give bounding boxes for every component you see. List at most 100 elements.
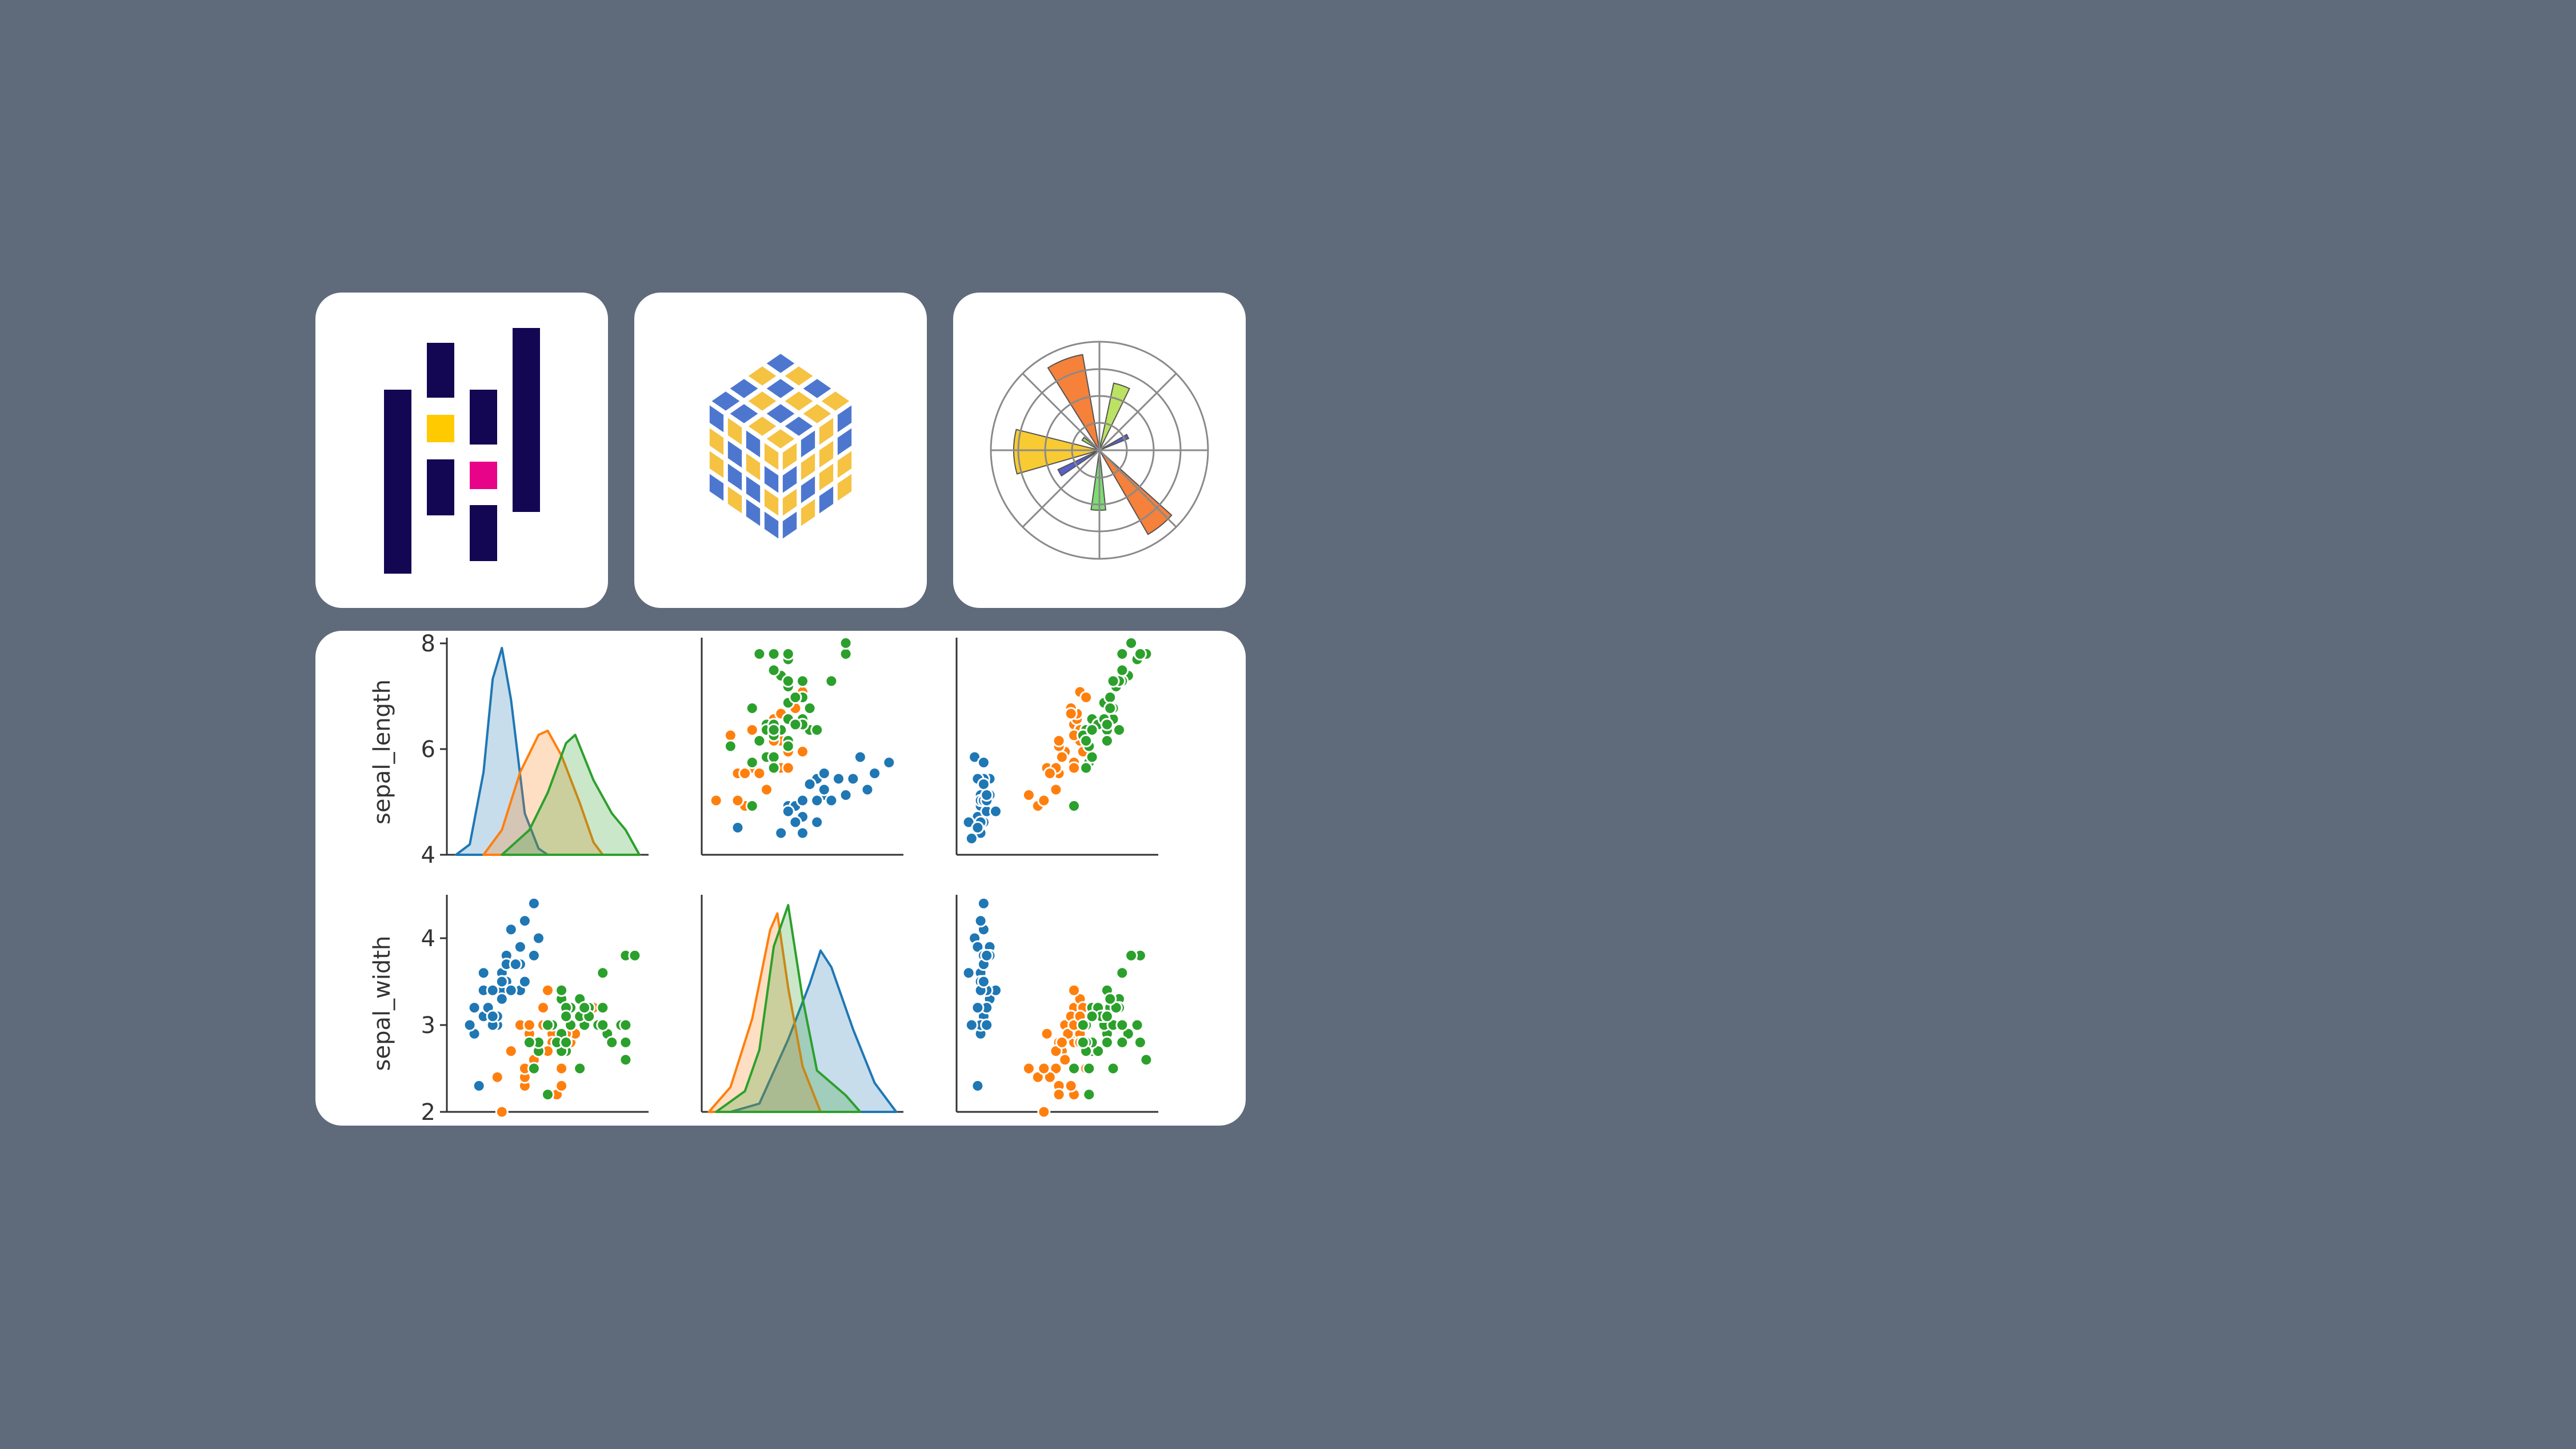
scatter-point-versicolor	[753, 767, 766, 780]
scatter-point-versicolor	[1022, 1062, 1035, 1075]
numpy-cube-tile	[709, 405, 724, 433]
scatter-point-versicolor	[796, 745, 809, 758]
scatter-point-virginica	[1115, 1018, 1129, 1032]
scatter-point-virginica	[745, 799, 759, 812]
numpy-cube-tile	[785, 417, 813, 436]
scatter-point-setosa	[495, 975, 509, 988]
scatter-point-virginica	[745, 702, 759, 715]
scatter-point-virginica	[1113, 723, 1126, 736]
scatter-point-virginica	[1115, 663, 1129, 677]
numpy-logo-card	[634, 293, 927, 608]
scatter-point-virginica	[781, 739, 795, 753]
scatter-point-setosa	[832, 772, 845, 786]
scatter-point-virginica	[596, 1001, 610, 1015]
pandas-bar	[513, 328, 540, 512]
scatter-point-versicolor	[723, 728, 737, 742]
scatter-point-virginica	[559, 1035, 573, 1049]
scatter-point-virginica	[1067, 799, 1081, 812]
scatter-point-setosa	[796, 794, 809, 807]
pandas-bar	[470, 390, 497, 445]
scatter-point-virginica	[1115, 647, 1129, 661]
scatter-point-virginica	[781, 647, 795, 661]
y-tick-label: 6	[421, 736, 435, 763]
scatter-point-setosa	[810, 815, 824, 829]
scatter-point-setosa	[796, 826, 809, 840]
scatter-point-setosa	[518, 975, 531, 988]
numpy-cube-tile	[837, 474, 852, 501]
scatter-point-versicolor	[1037, 1105, 1051, 1119]
scatter-point-virginica	[1109, 1001, 1123, 1015]
scatter-point-virginica	[596, 966, 610, 980]
scatter-point-virginica	[1100, 734, 1114, 747]
pandas-bar	[427, 459, 454, 515]
scatter-point-versicolor	[537, 1001, 550, 1015]
numpy-cube-tile	[764, 443, 779, 470]
scatter-point-versicolor	[1043, 767, 1057, 780]
polar-wedge	[1099, 450, 1173, 535]
scatter-point-virginica	[1085, 1010, 1099, 1023]
scatter-point-virginica	[1079, 734, 1093, 747]
scatter-point-setosa	[839, 788, 853, 802]
numpy-cube-icon	[709, 354, 852, 539]
scatter-point-virginica	[628, 948, 642, 962]
scatter-point-setosa	[971, 821, 985, 834]
scatter-point-versicolor	[731, 794, 745, 807]
scatter-point-virginica	[1115, 966, 1129, 980]
scatter-point-versicolor	[1037, 1062, 1051, 1075]
scatter-point-virginica	[1125, 948, 1138, 962]
scatter-point-versicolor	[1064, 707, 1078, 721]
scatter-point-setosa	[467, 1001, 481, 1015]
numpy-cube-tile	[837, 405, 852, 433]
kde-virginica	[715, 904, 862, 1113]
scatter-point-setosa	[527, 896, 541, 910]
numpy-cube-tile	[803, 379, 831, 398]
scatter-point-setosa	[817, 767, 831, 780]
numpy-cube-tile	[727, 441, 742, 468]
scatter-point-virginica	[753, 647, 766, 661]
scatter-point-virginica	[619, 1053, 633, 1067]
scatter-point-setosa	[472, 1079, 486, 1092]
scatter-point-setosa	[962, 966, 975, 980]
scatter-point-versicolor	[1049, 783, 1063, 796]
scatter-point-virginica	[1085, 750, 1099, 764]
scatter-point-virginica	[825, 674, 838, 688]
scatter-point-versicolor	[522, 1018, 536, 1032]
kde-virginica	[501, 734, 641, 856]
scatter-point-virginica	[1130, 1018, 1144, 1032]
scatter-point-virginica	[605, 1035, 619, 1049]
numpy-cube-tile	[748, 391, 777, 411]
scatter-point-versicolor	[1052, 734, 1066, 747]
scatter-point-setosa	[965, 1018, 978, 1032]
scatter-point-versicolor	[1067, 761, 1081, 775]
numpy-cube-tile	[764, 489, 779, 516]
numpy-cube-tile	[819, 463, 834, 491]
numpy-cube-tile	[764, 466, 779, 493]
scatter-point-versicolor	[490, 1070, 504, 1084]
scatter-point-setosa	[980, 788, 994, 802]
scatter-point-setosa	[977, 756, 990, 769]
scatter-point-virginica	[839, 647, 853, 661]
numpy-cube-tile	[730, 404, 758, 423]
kde-setosa	[455, 647, 549, 856]
numpy-cube-tile	[801, 453, 815, 481]
numpy-cube-tile	[727, 463, 742, 491]
scatter-point-virginica	[541, 1018, 554, 1032]
scatter-point-versicolor	[1064, 1079, 1078, 1092]
y-tick-label: 4	[421, 926, 435, 952]
scatter-point-setosa	[518, 914, 531, 928]
numpy-cube-tile	[782, 466, 797, 493]
scatter-point-virginica	[723, 739, 737, 753]
scatter-point-versicolor	[1058, 1053, 1072, 1067]
scatter-point-setosa	[989, 804, 1002, 818]
scatter-point-versicolor	[1052, 1088, 1066, 1102]
scatter-point-versicolor	[709, 794, 723, 807]
numpy-cube-tile	[746, 476, 761, 503]
scatter-point-setosa	[980, 1018, 994, 1032]
scatter-point-virginica	[767, 663, 781, 677]
scatter-point-virginica	[1103, 691, 1117, 704]
scatter-point-versicolor	[1022, 788, 1035, 802]
scatter-point-virginica	[796, 674, 809, 688]
scatter-point-setosa	[974, 914, 987, 928]
scatter-point-setosa	[527, 948, 541, 962]
scatter-point-virginica	[1100, 1010, 1114, 1023]
